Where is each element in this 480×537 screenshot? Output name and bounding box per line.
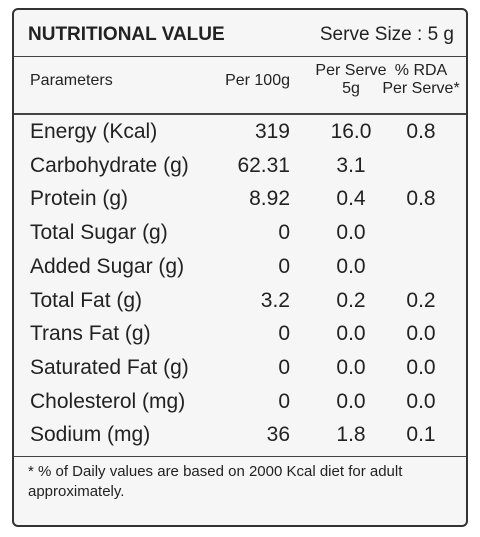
row-label: Total Sugar (g)	[30, 221, 168, 245]
cell-value: 0	[278, 355, 290, 379]
row-label: Protein (g)	[30, 187, 129, 211]
row-label: Added Sugar (g)	[30, 254, 185, 278]
cell-value: 0.1	[406, 423, 436, 447]
divider	[14, 56, 466, 57]
serve-size: Serve Size : 5 g	[319, 24, 454, 45]
cell-value: 0.8	[406, 187, 436, 211]
row-label: Total Fat (g)	[30, 288, 143, 312]
cell-value: 36	[266, 423, 290, 447]
column-header: % RDA	[394, 62, 448, 79]
cell-value: 0	[278, 389, 290, 413]
cell-value: 0.0	[336, 221, 366, 245]
column-header: 5g	[342, 80, 360, 97]
cell-value: 16.0	[330, 120, 372, 143]
cell-value: 0	[278, 221, 290, 245]
row-label: Energy (Kcal)	[30, 120, 158, 143]
cell-value: 0.4	[336, 187, 366, 211]
footnote: * % of Daily values are based on 2000 Kc…	[28, 463, 403, 500]
row-label: Cholesterol (mg)	[30, 389, 186, 413]
column-header: Per Serve*	[382, 80, 460, 97]
cell-value: 0.0	[406, 389, 436, 413]
cell-value: 319	[254, 120, 290, 143]
cell-value: 0.2	[406, 288, 436, 312]
divider	[14, 456, 466, 457]
cell-value: 8.92	[249, 187, 290, 211]
cell-value: 0.0	[336, 389, 366, 413]
cell-value: 0.0	[406, 355, 436, 379]
cell-value: 0.2	[336, 288, 366, 312]
cell-value: 0	[278, 322, 290, 346]
row-label: Trans Fat (g)	[30, 322, 151, 346]
nutrition-label: NUTRITIONAL VALUE Serve Size : 5 g * % o…	[12, 8, 468, 527]
cell-value: 0.0	[336, 254, 366, 278]
cell-value: 3.1	[336, 153, 366, 177]
cell-value: 1.8	[336, 423, 366, 447]
cell-value: 0	[278, 254, 290, 278]
title: NUTRITIONAL VALUE	[28, 24, 225, 45]
row-label: Sodium (mg)	[30, 423, 151, 447]
divider	[14, 113, 466, 115]
column-header: Parameters	[30, 72, 113, 89]
row-label: Saturated Fat (g)	[30, 355, 189, 379]
column-header: Per Serve	[315, 62, 387, 79]
cell-value: 0.8	[406, 120, 436, 143]
row-label: Carbohydrate (g)	[30, 153, 189, 177]
column-header: Per 100g	[225, 72, 290, 89]
cell-value: 0.0	[336, 322, 366, 346]
cell-value: 0.0	[336, 355, 366, 379]
cell-value: 3.2	[260, 288, 290, 312]
cell-value: 62.31	[237, 153, 290, 177]
cell-value: 0.0	[406, 322, 436, 346]
